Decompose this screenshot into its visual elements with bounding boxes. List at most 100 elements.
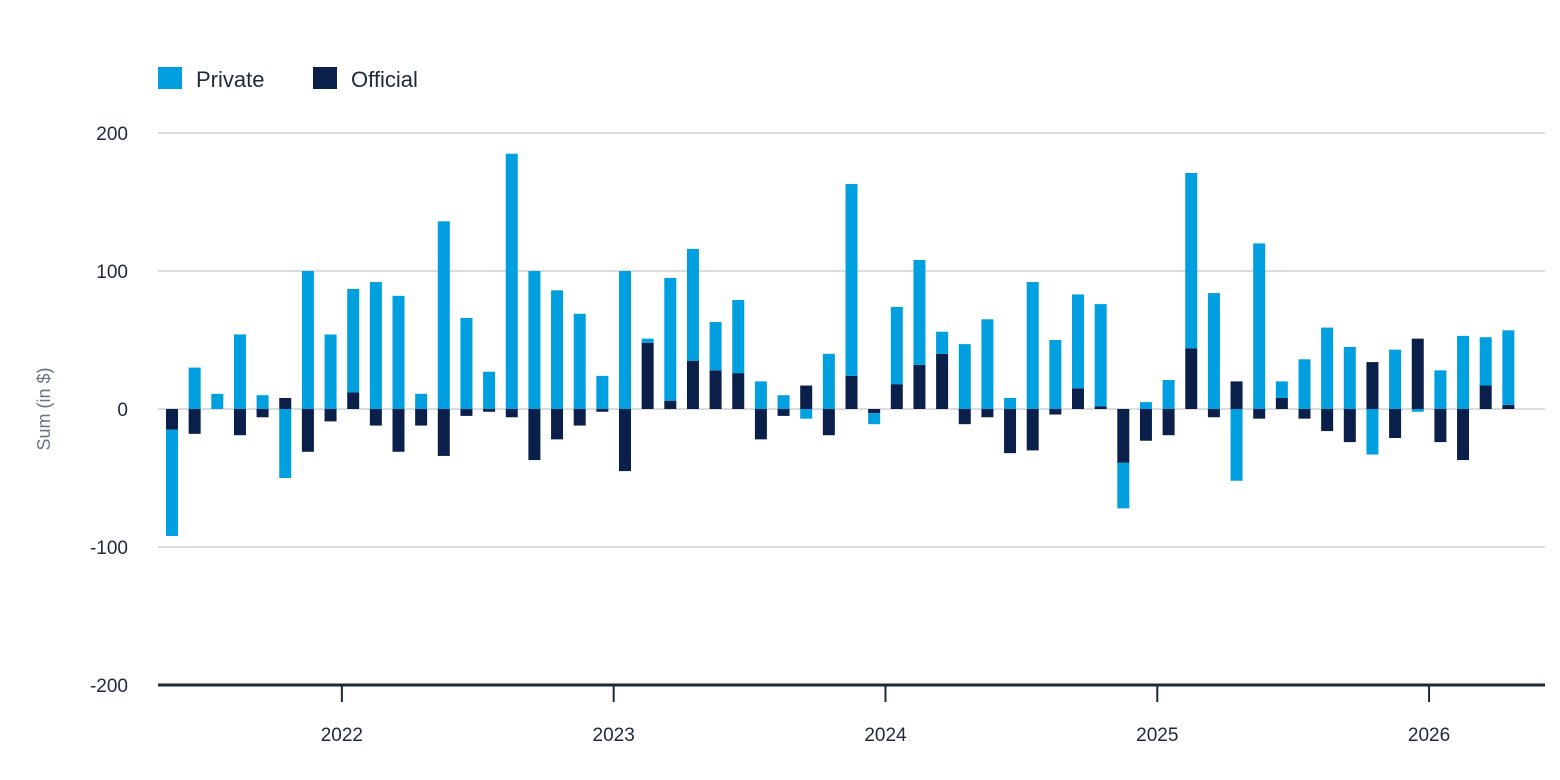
bar-official-17	[551, 409, 564, 440]
bar-private-31	[868, 413, 881, 425]
bar-private-1	[188, 367, 201, 409]
bar-private-24	[709, 322, 722, 371]
bar-private-49	[1275, 381, 1288, 398]
bar-private-54	[1389, 349, 1402, 409]
bar-official-54	[1389, 409, 1402, 438]
bar-official-26	[754, 409, 767, 440]
y-tick-label-100: 100	[96, 262, 128, 283]
bars	[166, 153, 1515, 536]
y-tick-label--100: -100	[90, 538, 128, 559]
bar-official-10	[392, 409, 405, 452]
x-tick-label-2023: 2023	[593, 725, 635, 746]
legend-swatch-official	[313, 67, 337, 89]
bar-official-28	[800, 385, 813, 409]
bar-official-50	[1298, 409, 1311, 419]
bar-official-13	[460, 409, 473, 416]
bar-official-18	[573, 409, 586, 426]
bar-private-11	[415, 393, 428, 409]
bar-official-19	[596, 409, 609, 412]
bar-official-22	[664, 400, 677, 409]
bar-official-29	[822, 409, 835, 436]
bar-private-51	[1321, 327, 1334, 409]
bar-official-25	[732, 373, 745, 409]
bar-official-47	[1230, 381, 1243, 409]
bar-official-1	[188, 409, 201, 434]
bar-private-35	[958, 344, 971, 409]
bar-official-24	[709, 370, 722, 409]
bar-official-48	[1253, 409, 1266, 419]
bar-official-32	[890, 384, 903, 409]
bar-private-13	[460, 317, 473, 409]
bar-official-12	[437, 409, 450, 456]
bar-private-38	[1026, 282, 1039, 409]
bar-private-2	[211, 393, 224, 409]
bar-private-44	[1162, 380, 1175, 409]
bar-private-50	[1298, 359, 1311, 409]
bar-official-30	[845, 375, 858, 409]
bar-private-45	[1185, 173, 1198, 349]
y-tick-label--200: -200	[90, 676, 128, 697]
bar-official-16	[528, 409, 541, 461]
bar-private-37	[1004, 397, 1017, 409]
bar-private-42	[1117, 462, 1130, 509]
bar-private-0	[166, 429, 178, 536]
bar-official-46	[1207, 409, 1220, 418]
bar-private-40	[1072, 294, 1084, 389]
bar-private-21	[641, 338, 654, 343]
bar-official-58	[1479, 385, 1492, 409]
bar-private-15	[505, 153, 518, 409]
bar-private-8	[347, 288, 360, 393]
bar-private-53	[1366, 409, 1379, 455]
bar-private-33	[913, 259, 926, 365]
bar-official-21	[641, 342, 654, 409]
bar-private-5	[279, 409, 292, 478]
bar-private-17	[551, 290, 564, 409]
bar-private-9	[369, 282, 382, 409]
bar-private-52	[1343, 346, 1356, 409]
bar-private-20	[619, 271, 631, 409]
bar-official-37	[1004, 409, 1017, 454]
bar-official-31	[868, 409, 881, 414]
bar-private-18	[573, 313, 586, 409]
x-tick-label-2026: 2026	[1408, 725, 1450, 746]
bar-private-29	[822, 353, 835, 409]
bar-official-56	[1434, 409, 1447, 443]
bar-official-9	[369, 409, 382, 426]
bar-private-25	[732, 299, 745, 374]
bar-official-49	[1275, 397, 1288, 409]
legend: Private Official	[158, 67, 418, 92]
bar-private-26	[754, 381, 767, 409]
bar-private-55	[1411, 409, 1424, 412]
bar-official-23	[686, 360, 699, 409]
bar-official-33	[913, 364, 926, 409]
bar-official-5	[279, 397, 292, 409]
bar-official-11	[415, 409, 428, 426]
bar-official-36	[981, 409, 994, 418]
bar-official-45	[1185, 348, 1198, 409]
bar-private-36	[981, 319, 994, 409]
bar-official-57	[1457, 409, 1470, 461]
bar-private-28	[800, 409, 813, 419]
bar-official-7	[324, 409, 337, 422]
bar-private-39	[1049, 340, 1062, 409]
bar-private-22	[664, 277, 677, 401]
bar-private-10	[392, 295, 405, 409]
bar-official-59	[1502, 404, 1515, 409]
bar-official-15	[505, 409, 518, 418]
bar-official-52	[1343, 409, 1356, 443]
x-axis: 2022 2023 2024 2025 2026	[158, 683, 1545, 746]
bar-official-42	[1117, 409, 1130, 463]
bar-official-20	[619, 409, 631, 472]
bar-private-7	[324, 334, 337, 409]
bar-private-4	[256, 395, 269, 409]
y-tick-label-200: 200	[96, 124, 128, 145]
bar-private-23	[686, 248, 699, 361]
bar-private-16	[528, 271, 541, 409]
bar-official-41	[1094, 406, 1107, 409]
bar-private-19	[596, 375, 609, 409]
bar-private-58	[1479, 337, 1492, 386]
bar-official-39	[1049, 409, 1062, 415]
bar-private-48	[1253, 243, 1266, 409]
bar-private-34	[936, 331, 949, 354]
